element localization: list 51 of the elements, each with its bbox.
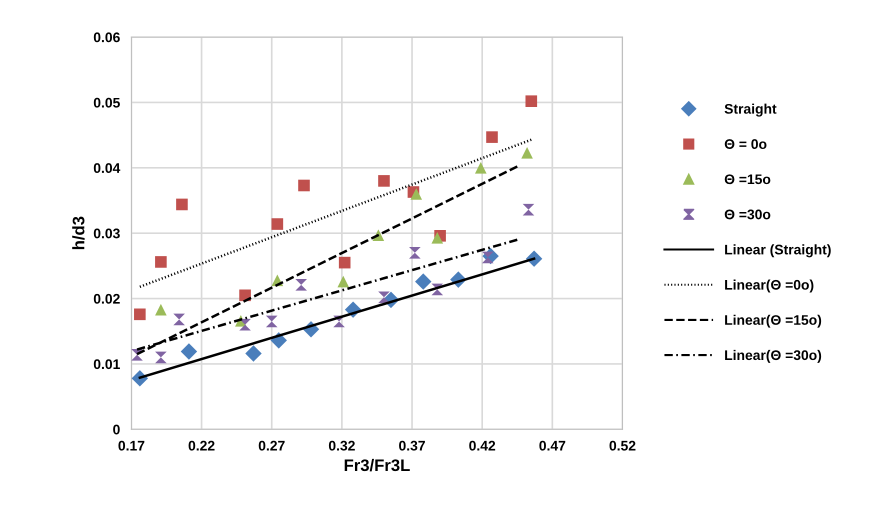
point — [521, 146, 533, 159]
y-axis-title: h/d3 — [72, 216, 85, 250]
legend-label: Linear(Θ =15o) — [725, 314, 822, 328]
point — [155, 304, 167, 316]
legend-label: Linear(Θ =30o) — [725, 350, 822, 363]
legend-label: Θ = 0o — [724, 139, 766, 150]
point — [295, 279, 307, 291]
x-axis-title: Fr3/Fr3L — [344, 458, 410, 472]
x-tick-label: 0.47 — [539, 440, 566, 451]
x-tick-label: 0.42 — [469, 440, 496, 451]
point — [298, 180, 310, 192]
point — [337, 276, 350, 288]
x-tick-label: 0.32 — [328, 440, 355, 451]
y-tick-label: 0.05 — [94, 98, 120, 108]
legend-label: Straight — [724, 104, 776, 117]
legend-label: Linear(Θ =0o) — [725, 280, 814, 292]
point — [176, 198, 188, 210]
point — [155, 256, 167, 268]
point — [245, 345, 262, 362]
y-tick-label: 0.04 — [94, 163, 120, 174]
point — [239, 318, 251, 331]
point — [378, 291, 390, 304]
point — [410, 188, 422, 200]
point — [415, 273, 432, 290]
point — [266, 316, 278, 328]
x-tick-label: 0.22 — [188, 440, 215, 451]
x-tick-label: 0.27 — [258, 440, 285, 451]
point — [431, 232, 444, 244]
point — [522, 204, 534, 216]
point — [173, 314, 185, 326]
legend-label: Θ =15o — [724, 174, 770, 184]
point — [155, 352, 167, 364]
y-tick-label: 0.01 — [94, 359, 120, 370]
x-tick-label: 0.17 — [118, 440, 144, 451]
y-tick-label: 0 — [113, 424, 120, 434]
point — [486, 131, 498, 143]
point — [378, 175, 390, 187]
x-tick-label: 0.52 — [610, 440, 636, 451]
point — [180, 343, 198, 360]
legend-label: Linear (Straight) — [725, 244, 831, 258]
point — [409, 247, 421, 259]
point — [272, 218, 284, 230]
point — [338, 256, 350, 268]
point — [474, 162, 487, 174]
point — [525, 95, 538, 107]
x-tick-label: 0.37 — [399, 440, 425, 451]
y-tick-label: 0.02 — [94, 294, 120, 304]
y-tick-label: 0.06 — [94, 32, 120, 42]
y-tick-label: 0.03 — [94, 228, 120, 238]
legend-label: Θ =30o — [724, 210, 770, 220]
point — [134, 308, 146, 320]
